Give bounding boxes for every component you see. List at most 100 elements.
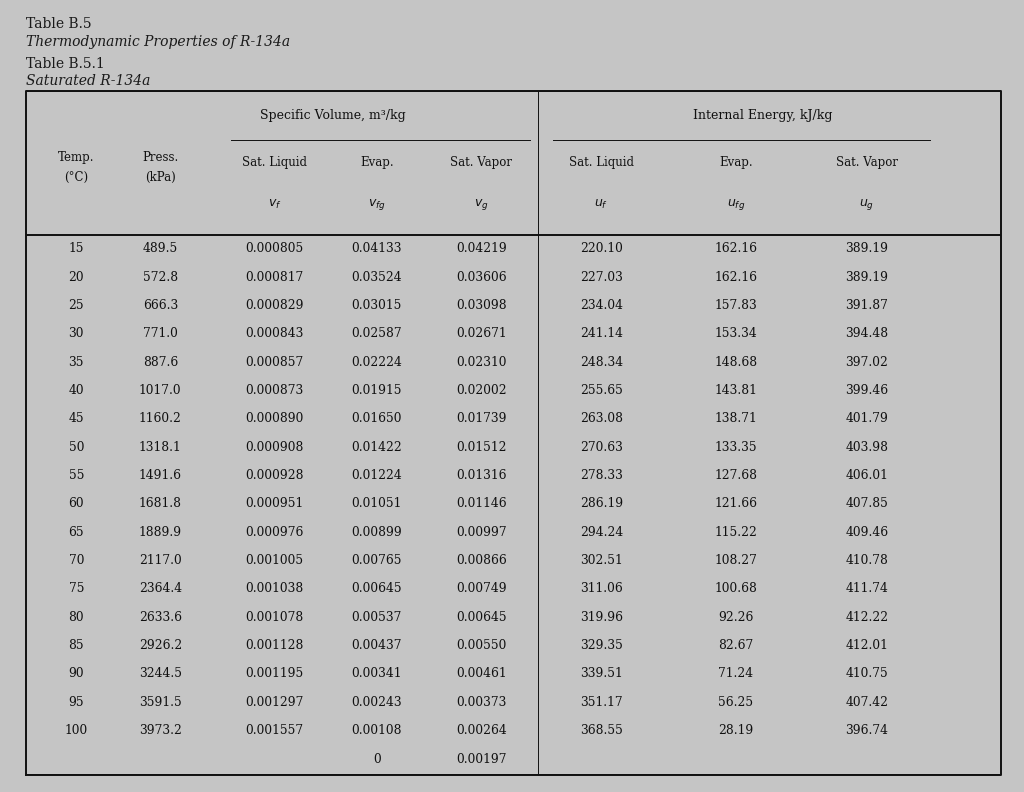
Text: 108.27: 108.27 [715, 554, 758, 567]
Text: 0.000805: 0.000805 [246, 242, 303, 255]
Text: 0.000829: 0.000829 [245, 299, 304, 312]
Text: 0.00341: 0.00341 [351, 668, 402, 680]
Text: 329.35: 329.35 [580, 639, 623, 652]
Text: 30: 30 [69, 327, 84, 341]
Text: Internal Energy, kJ/kg: Internal Energy, kJ/kg [692, 109, 833, 122]
Text: 45: 45 [69, 413, 84, 425]
Text: Specific Volume, m³/kg: Specific Volume, m³/kg [260, 109, 406, 122]
Text: 406.01: 406.01 [846, 469, 888, 482]
Text: 0.00899: 0.00899 [351, 526, 402, 539]
Text: $v_{fg}$: $v_{fg}$ [368, 197, 386, 212]
Text: 241.14: 241.14 [580, 327, 623, 341]
Text: 82.67: 82.67 [719, 639, 754, 652]
Text: 80: 80 [69, 611, 84, 624]
Text: 0.000873: 0.000873 [246, 384, 303, 397]
Text: 0.01739: 0.01739 [456, 413, 507, 425]
Text: 339.51: 339.51 [580, 668, 623, 680]
Text: Sat. Liquid: Sat. Liquid [242, 156, 307, 169]
Text: 162.16: 162.16 [715, 242, 758, 255]
Text: 0.00537: 0.00537 [351, 611, 402, 624]
Text: 263.08: 263.08 [580, 413, 623, 425]
Text: 95: 95 [69, 696, 84, 709]
Text: 2117.0: 2117.0 [139, 554, 181, 567]
Text: 0.04133: 0.04133 [351, 242, 402, 255]
Text: 409.46: 409.46 [845, 526, 889, 539]
Text: 412.01: 412.01 [846, 639, 888, 652]
Text: 389.19: 389.19 [845, 271, 888, 284]
Text: 0.001078: 0.001078 [246, 611, 303, 624]
Text: 2364.4: 2364.4 [138, 582, 182, 596]
Text: 397.02: 397.02 [846, 356, 888, 369]
Text: 0.00437: 0.00437 [351, 639, 402, 652]
Text: 0.001297: 0.001297 [246, 696, 304, 709]
Text: 248.34: 248.34 [580, 356, 623, 369]
Text: 294.24: 294.24 [580, 526, 623, 539]
Text: 0.00866: 0.00866 [456, 554, 507, 567]
Text: 407.42: 407.42 [845, 696, 888, 709]
Text: $u_{fg}$: $u_{fg}$ [727, 197, 745, 212]
Text: 0.00645: 0.00645 [351, 582, 402, 596]
Text: 0.000976: 0.000976 [246, 526, 304, 539]
Text: 153.34: 153.34 [715, 327, 758, 341]
Text: 0.03524: 0.03524 [351, 271, 402, 284]
Text: 0.01316: 0.01316 [456, 469, 507, 482]
Text: 0.00197: 0.00197 [456, 752, 507, 766]
Text: 399.46: 399.46 [845, 384, 889, 397]
Text: 0.01224: 0.01224 [351, 469, 402, 482]
Text: Sat. Vapor: Sat. Vapor [451, 156, 512, 169]
Text: 20: 20 [69, 271, 84, 284]
Text: 0.000908: 0.000908 [246, 440, 304, 454]
Text: 401.79: 401.79 [846, 413, 888, 425]
Text: 0.04219: 0.04219 [456, 242, 507, 255]
Text: 85: 85 [69, 639, 84, 652]
Text: 0.02671: 0.02671 [456, 327, 507, 341]
Text: 71.24: 71.24 [719, 668, 754, 680]
Text: 771.0: 771.0 [142, 327, 178, 341]
Text: 407.85: 407.85 [846, 497, 888, 510]
Text: 0.00461: 0.00461 [456, 668, 507, 680]
Text: $u_g$: $u_g$ [859, 197, 874, 212]
Text: 0.01650: 0.01650 [351, 413, 402, 425]
Text: 0.001557: 0.001557 [246, 724, 303, 737]
Text: 60: 60 [69, 497, 84, 510]
Text: 666.3: 666.3 [142, 299, 178, 312]
Text: Press.: Press. [142, 151, 178, 164]
Text: 394.48: 394.48 [845, 327, 889, 341]
Text: $u_f$: $u_f$ [594, 198, 608, 211]
Text: 0.01422: 0.01422 [351, 440, 402, 454]
Text: 887.6: 887.6 [142, 356, 178, 369]
Text: 1318.1: 1318.1 [139, 440, 181, 454]
Text: 50: 50 [69, 440, 84, 454]
Text: 3244.5: 3244.5 [139, 668, 182, 680]
Text: (°C): (°C) [65, 171, 88, 185]
Text: 412.22: 412.22 [845, 611, 889, 624]
Text: 489.5: 489.5 [142, 242, 178, 255]
Text: 227.03: 227.03 [580, 271, 623, 284]
Text: 0.001005: 0.001005 [246, 554, 303, 567]
Text: Sat. Liquid: Sat. Liquid [569, 156, 634, 169]
Text: 0.000951: 0.000951 [246, 497, 303, 510]
Text: 0.02310: 0.02310 [456, 356, 507, 369]
Text: 0.001195: 0.001195 [246, 668, 303, 680]
Text: 0.01146: 0.01146 [456, 497, 507, 510]
Text: 1017.0: 1017.0 [139, 384, 181, 397]
Text: 0.01915: 0.01915 [351, 384, 402, 397]
Text: 143.81: 143.81 [715, 384, 758, 397]
Text: 25: 25 [69, 299, 84, 312]
Text: 0.000928: 0.000928 [245, 469, 304, 482]
Text: 389.19: 389.19 [845, 242, 888, 255]
Text: 0.01512: 0.01512 [456, 440, 507, 454]
Text: 0.00373: 0.00373 [456, 696, 507, 709]
Text: 0.03606: 0.03606 [456, 271, 507, 284]
Text: 351.17: 351.17 [580, 696, 623, 709]
Text: 157.83: 157.83 [715, 299, 758, 312]
Text: 55: 55 [69, 469, 84, 482]
Text: 220.10: 220.10 [580, 242, 623, 255]
Text: 286.19: 286.19 [580, 497, 623, 510]
Text: 255.65: 255.65 [580, 384, 623, 397]
Text: 278.33: 278.33 [580, 469, 623, 482]
Text: 3973.2: 3973.2 [139, 724, 181, 737]
Text: 410.78: 410.78 [846, 554, 888, 567]
Text: 0.00264: 0.00264 [456, 724, 507, 737]
Text: 0: 0 [373, 752, 381, 766]
